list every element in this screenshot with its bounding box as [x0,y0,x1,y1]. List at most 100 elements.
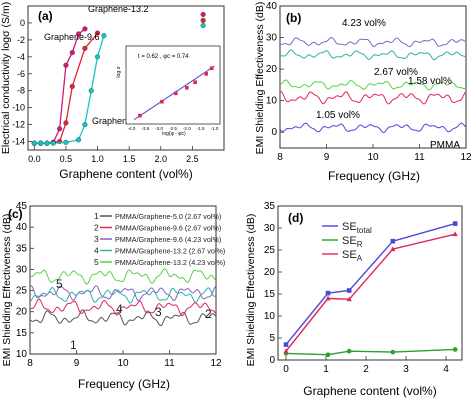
panel-c-ylabel: EMI Shielding Effectiveness (dB) [1,214,13,367]
y-tick-label: -14 [12,137,25,147]
legend-label: SEtotal [342,221,372,235]
legend-number: 1 [94,211,99,221]
panel-d-series [283,221,458,358]
y-tick-label: 20 [16,307,28,318]
data-point-graphene-9-6 [200,17,206,23]
x-tick-label: 8 [27,358,33,369]
inset-data-point [160,99,164,104]
panel-c-label: (c) [8,207,23,221]
legend-label: PMMA/Graphene-13.2 (2.67 vol%) [115,247,225,256]
inset-x-tick-label: -3.5 [141,126,149,131]
x-tick-label: 4 [443,364,449,375]
data-point-graphene-5-0 [31,140,37,146]
panel-d-label: (d) [288,211,303,225]
x-tick-label: 11 [164,358,175,369]
legend-number: 2 [94,223,99,233]
y-tick-label: -2 [17,35,25,45]
panel-d-y-ticks: 0 5 10 15 20 25 30 35 [264,201,282,366]
inset-series [134,65,215,120]
series-line-1-58-vol [279,79,467,91]
panel-a-xlabel: Graphene content (vol%) [59,167,192,181]
data-point-graphene-13-2 [76,31,82,37]
legend-label: PMMA/Graphene-9.6 (2.67 vol%) [115,224,221,233]
series-line-2-67-vol [279,49,467,61]
data-point-se-r [346,348,352,354]
x-tick-label: 2.5 [186,154,199,164]
panel-b: (b) 0 10 20 30 40 8 9 10 11 12 EMI Shielding Eff… [254,1,472,183]
series-line-4 [29,286,217,304]
panel-c-x-ticks: 8 9 10 11 12 [27,350,222,369]
data-point-graphene-13-2 [200,11,206,18]
inset-annotation: t = 0.62 , φc = 0.74 [138,54,189,60]
inset-x-ticks: -4.0 -3.5 -3.0 -2.5 -2.0 -1.5 -1.0 [128,126,219,131]
curve-number-5: 5 [56,277,63,291]
series-line-5 [29,268,217,285]
series-line-4-23-vol [279,36,467,48]
data-point-se-r [325,352,331,358]
x-tick-label: 0 [283,364,289,375]
x-tick-label: 11 [414,152,425,163]
y-tick-label: 25 [16,286,28,297]
inset-x-tick-label: -1.0 [211,126,219,131]
x-tick-label: 12 [210,358,222,369]
inset-data-point [209,66,214,71]
series-line-se-total [285,222,456,346]
x-tick-label: 8 [277,152,283,163]
panel-b-xlabel: Frequency (GHz) [328,169,420,183]
x-tick-label: 2 [363,364,369,375]
panel-c-xlabel: Frequency (GHz) [78,377,170,391]
data-point-graphene-9-6 [69,83,75,90]
legend-label: PMMA/Graphene-9.6 (4.23 vol%) [115,235,221,244]
inset-x-tick-label: -3.0 [155,126,163,131]
data-point-se-total [346,288,352,293]
panel-d-ylabel: EMI Shielding Effectiveness (dB) [245,214,257,367]
y-tick-label: -12 [12,120,25,130]
inset-x-tick-label: -1.5 [197,126,205,131]
y-tick-label: 40 [16,222,28,233]
legend-label-subscript: total [357,226,372,235]
x-tick-label: 0.5 [60,154,73,164]
panel-c-y-ticks: 10 15 20 25 30 35 40 45 [16,201,34,360]
data-point-graphene-13-2 [82,26,88,32]
series-line-graphene-9-6 [34,32,99,144]
data-point-se-total [390,238,396,244]
inset-data-point [204,72,208,76]
inset-xlabel: log(φ - φc) [162,131,186,137]
data-point-se-total [452,221,458,226]
y-tick-label: 20 [264,267,276,278]
panel-b-label-1-58: 1.58 vol% [408,76,452,87]
legend-background [88,208,214,268]
legend-label: SER [342,235,363,249]
panel-c-series [29,268,217,327]
inset-data-point [138,113,142,118]
data-point-se-a [346,296,352,302]
curve-number-2: 2 [205,307,212,321]
y-tick-label: 0 [269,355,275,366]
y-tick-label: 10 [266,96,278,107]
data-point-graphene-13-2 [57,126,63,132]
series-line-2 [29,298,217,317]
data-point-graphene-9-6 [94,30,101,36]
data-point-graphene-5-0 [76,137,82,143]
legend-label-subscript: R [357,240,363,249]
y-tick-label: -10 [12,103,25,113]
x-tick-label: 0.0 [28,154,41,164]
data-point-graphene-5-0 [63,139,69,145]
y-tick-label: 0 [271,127,277,138]
panel-b-y-ticks: 0 10 20 30 40 [266,1,284,138]
data-point-se-r [452,347,458,352]
inset-data-point [185,85,189,90]
legend-number: 5 [94,257,99,267]
data-point-se-a [452,231,458,237]
y-tick-label: 30 [266,33,278,44]
panel-d-xlabel: Graphene content (vol%) [303,384,436,398]
x-tick-label: 1 [323,364,329,375]
y-tick-label: 35 [264,201,276,212]
panel-c-curve-numbers: 1 2 3 4 5 [56,277,212,352]
x-tick-label: 1.5 [123,154,136,164]
series-line-graphene-5-0 [34,35,105,144]
panel-a: (a) 0 -2 -4 -6 -8 -10 -12 -14 0.0 0.5 1.0 1.5 2.0 2.… [0,2,225,181]
legend-number: 4 [94,246,99,256]
y-tick-label: -8 [17,86,25,96]
